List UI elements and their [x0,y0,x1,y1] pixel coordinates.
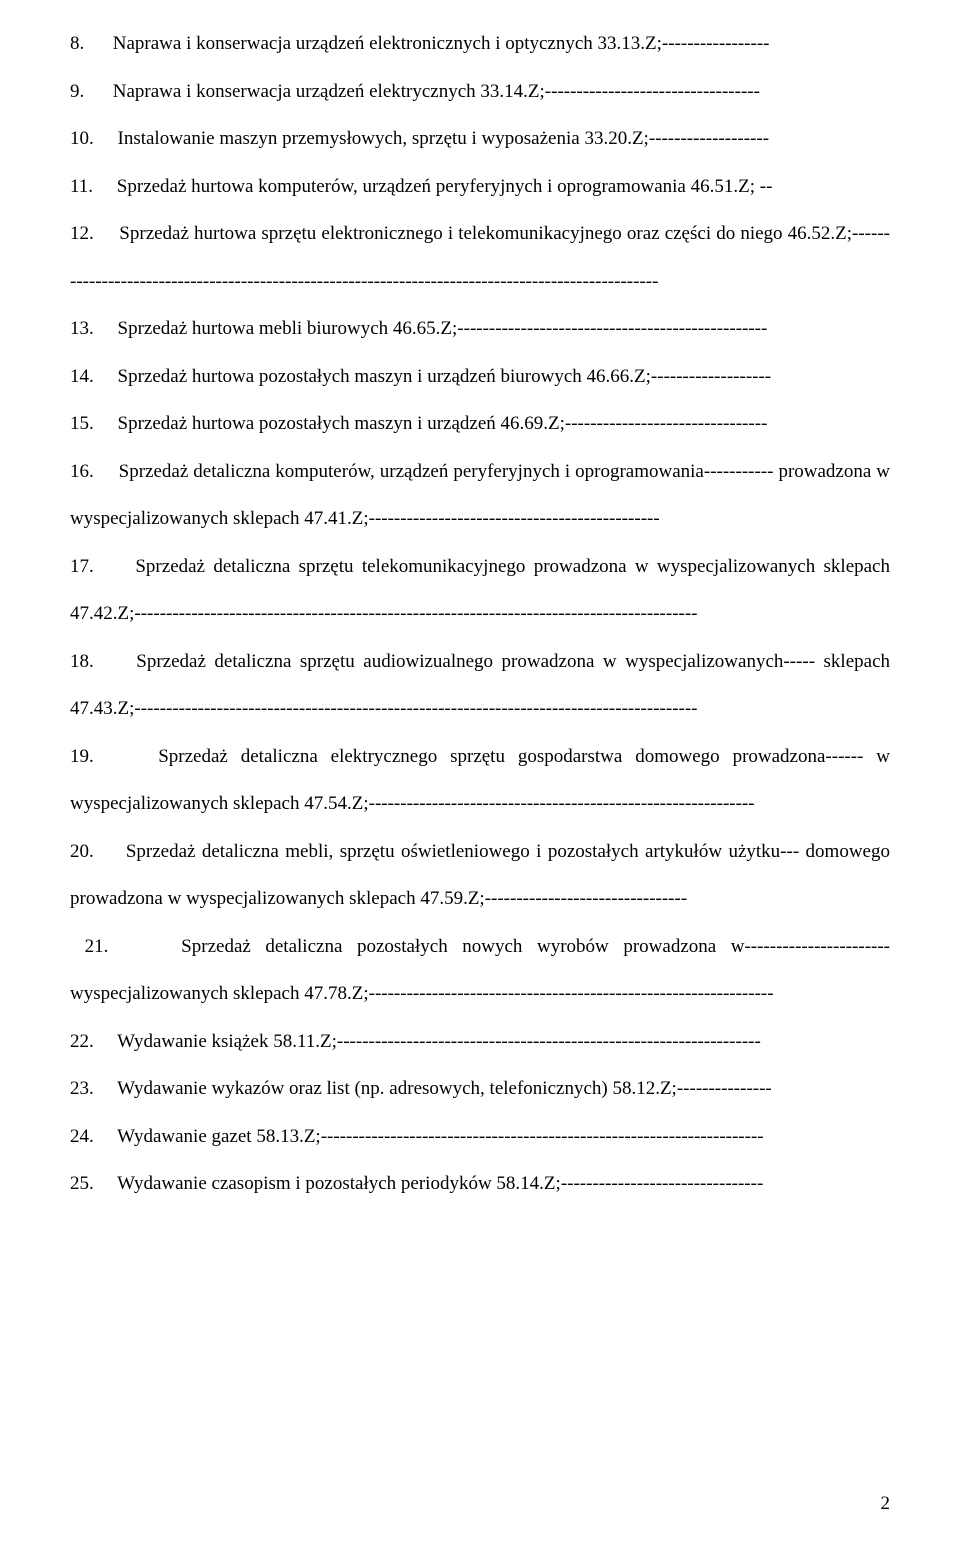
list-item: 15. Sprzedaż hurtowa pozostałych maszyn … [70,400,890,448]
list-item: 14. Sprzedaż hurtowa pozostałych maszyn … [70,353,890,401]
list-item: 25. Wydawanie czasopism i pozostałych pe… [70,1160,890,1208]
list-item: 18. Sprzedaż detaliczna sprzętu audiowiz… [70,638,890,733]
list-item: 13. Sprzedaż hurtowa mebli biurowych 46.… [70,305,890,353]
list-item: 21. Sprzedaż detaliczna pozostałych nowy… [70,923,890,1018]
list-item: 22. Wydawanie książek 58.11.Z;----------… [70,1018,890,1066]
list-item: 24. Wydawanie gazet 58.13.Z;------------… [70,1113,890,1161]
list-item: 9. Naprawa i konserwacja urządzeń elektr… [70,68,890,116]
page-number: 2 [881,1493,891,1515]
list-item: 11. Sprzedaż hurtowa komputerów, urządze… [70,163,890,211]
list-item: 17. Sprzedaż detaliczna sprzętu telekomu… [70,543,890,638]
list-item: 20. Sprzedaż detaliczna mebli, sprzętu o… [70,828,890,923]
list-item: 10. Instalowanie maszyn przemysłowych, s… [70,115,890,163]
document-page: 8. Naprawa i konserwacja urządzeń elektr… [0,0,960,1543]
list-item: 16. Sprzedaż detaliczna komputerów, urzą… [70,448,890,543]
list-item: 8. Naprawa i konserwacja urządzeń elektr… [70,20,890,68]
list-item: 23. Wydawanie wykazów oraz list (np. adr… [70,1065,890,1113]
list-item: 19. Sprzedaż detaliczna elektrycznego sp… [70,733,890,828]
list-item: 12. Sprzedaż hurtowa sprzętu elektronicz… [70,210,890,305]
